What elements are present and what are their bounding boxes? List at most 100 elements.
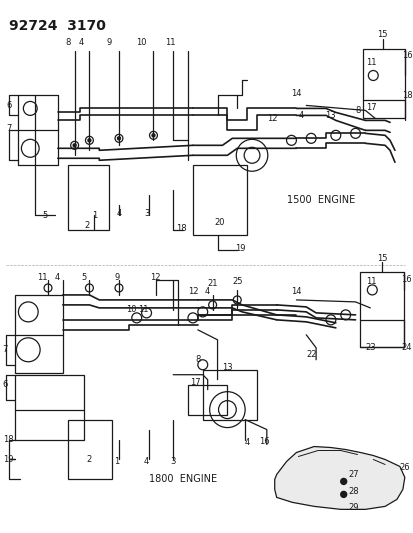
Text: 16: 16 <box>401 276 411 285</box>
Text: 16: 16 <box>259 437 270 446</box>
Text: 3: 3 <box>170 457 176 466</box>
Text: 4: 4 <box>54 273 59 282</box>
Text: 12: 12 <box>267 114 277 123</box>
Text: 18: 18 <box>176 224 186 232</box>
Text: 28: 28 <box>347 487 358 496</box>
Text: 4: 4 <box>298 111 303 120</box>
Text: 11: 11 <box>165 38 175 47</box>
Text: 1: 1 <box>92 211 97 220</box>
Bar <box>68 165 109 230</box>
Text: 27: 27 <box>347 470 358 479</box>
Circle shape <box>19 302 38 322</box>
Text: 21: 21 <box>207 279 217 288</box>
Text: 7: 7 <box>2 345 7 354</box>
Text: 12: 12 <box>150 273 160 282</box>
Text: 15: 15 <box>376 30 387 39</box>
Text: 13: 13 <box>325 111 335 120</box>
Circle shape <box>366 285 376 295</box>
Circle shape <box>149 131 157 139</box>
Circle shape <box>117 137 120 140</box>
Circle shape <box>306 133 316 143</box>
Circle shape <box>330 131 340 140</box>
Bar <box>202 370 256 419</box>
Bar <box>15 295 63 373</box>
Text: 3: 3 <box>144 208 149 217</box>
Text: 9: 9 <box>114 273 119 282</box>
Circle shape <box>340 310 350 320</box>
Text: 11: 11 <box>37 273 47 282</box>
Circle shape <box>209 392 244 427</box>
Circle shape <box>71 141 78 149</box>
Circle shape <box>21 139 39 157</box>
Circle shape <box>131 313 141 323</box>
Text: 16: 16 <box>401 51 412 60</box>
Text: 22: 22 <box>305 350 316 359</box>
Bar <box>363 49 404 118</box>
Text: 7: 7 <box>6 124 11 133</box>
Text: 1: 1 <box>114 457 119 466</box>
Text: 9: 9 <box>106 38 112 47</box>
Text: 15: 15 <box>376 254 387 263</box>
Circle shape <box>197 307 207 317</box>
Circle shape <box>152 134 154 137</box>
Bar <box>188 385 227 415</box>
Circle shape <box>208 301 216 309</box>
Text: 4: 4 <box>204 287 210 296</box>
Circle shape <box>115 284 123 292</box>
Text: 8: 8 <box>355 106 360 115</box>
Circle shape <box>218 401 236 418</box>
Bar <box>360 272 403 347</box>
Text: 24: 24 <box>401 343 411 352</box>
Circle shape <box>44 284 52 292</box>
Circle shape <box>368 70 377 80</box>
Text: 12: 12 <box>187 287 198 296</box>
Text: 13: 13 <box>221 363 232 372</box>
Text: 18: 18 <box>401 91 412 100</box>
Text: 6: 6 <box>2 380 7 389</box>
Text: 11: 11 <box>365 278 376 286</box>
Text: 92724  3170: 92724 3170 <box>9 19 105 33</box>
Circle shape <box>85 136 93 144</box>
Text: 29: 29 <box>347 503 358 512</box>
Text: 10: 10 <box>136 38 147 47</box>
Circle shape <box>85 284 93 292</box>
Circle shape <box>23 101 37 116</box>
Circle shape <box>233 296 241 304</box>
Text: 8: 8 <box>195 356 200 364</box>
Text: 14: 14 <box>290 287 301 296</box>
Circle shape <box>340 491 346 497</box>
Circle shape <box>188 313 197 323</box>
Text: 23: 23 <box>364 343 375 352</box>
Text: 11: 11 <box>138 305 149 314</box>
Text: 8: 8 <box>65 38 70 47</box>
Circle shape <box>17 338 40 362</box>
Text: 19: 19 <box>3 455 14 464</box>
Text: 2: 2 <box>87 455 92 464</box>
Text: 20: 20 <box>214 217 224 227</box>
Text: 26: 26 <box>399 463 409 472</box>
Circle shape <box>88 139 91 142</box>
Circle shape <box>244 147 259 163</box>
Text: 18: 18 <box>3 435 14 444</box>
Text: 4: 4 <box>244 438 249 447</box>
Circle shape <box>115 134 123 142</box>
Text: 4: 4 <box>116 208 121 217</box>
Bar <box>192 165 247 235</box>
Text: 5: 5 <box>82 273 87 282</box>
Text: 2: 2 <box>85 221 90 230</box>
Text: 17: 17 <box>365 103 376 112</box>
Circle shape <box>340 479 346 484</box>
Text: 1500  ENGINE: 1500 ENGINE <box>286 195 354 205</box>
Circle shape <box>286 135 296 146</box>
Text: 17: 17 <box>190 378 201 387</box>
Text: 10: 10 <box>126 305 137 314</box>
Circle shape <box>325 315 335 325</box>
Text: 14: 14 <box>290 89 301 98</box>
Text: 11: 11 <box>365 58 376 67</box>
Text: 1800  ENGINE: 1800 ENGINE <box>148 474 216 484</box>
Bar <box>68 419 112 480</box>
Text: 19: 19 <box>235 244 245 253</box>
Text: 4: 4 <box>144 457 149 466</box>
Circle shape <box>73 144 76 147</box>
Bar <box>15 375 84 440</box>
